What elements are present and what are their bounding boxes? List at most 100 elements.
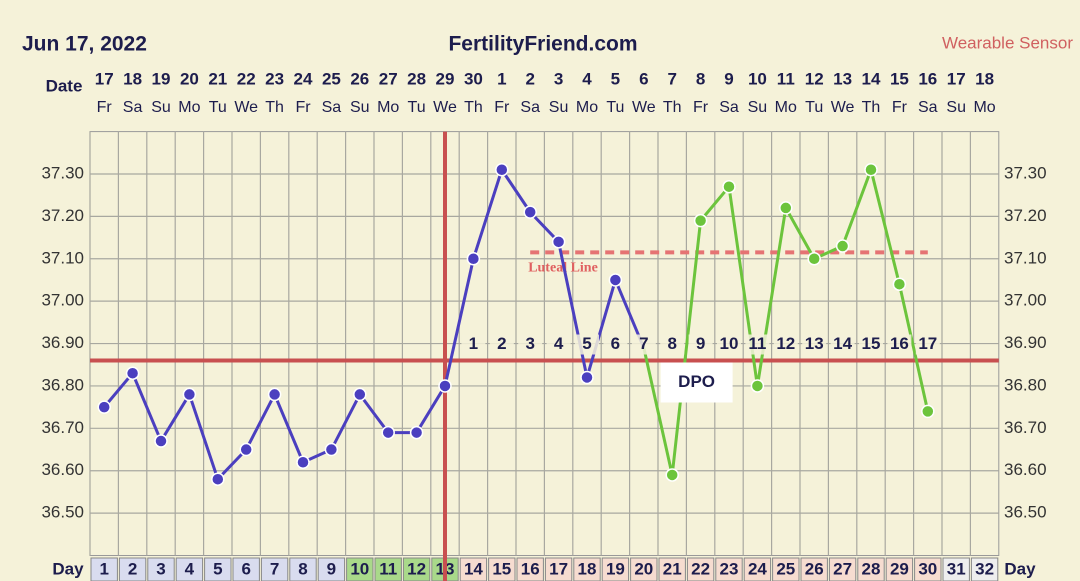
dpo-number: 1 xyxy=(469,334,478,353)
temperature-point xyxy=(125,366,140,380)
temperature-point xyxy=(523,205,537,219)
y-tick-label: 37.10 xyxy=(41,248,84,267)
weekday-label: Th xyxy=(464,99,483,116)
y-tick-label: 37.10 xyxy=(1004,248,1047,267)
weekday-label: Tu xyxy=(408,99,426,116)
day-number: 1 xyxy=(99,559,108,578)
day-cell xyxy=(90,557,118,581)
day-cell xyxy=(686,557,715,581)
day-cell xyxy=(516,557,544,581)
weekday-label: Sa xyxy=(918,99,938,116)
dpo-bg xyxy=(518,334,543,355)
day-number: 2 xyxy=(128,559,137,578)
weekday-label: We xyxy=(433,99,457,116)
day-number: 30 xyxy=(918,559,937,578)
weekday-label: Mo xyxy=(377,99,399,116)
day-number: 21 xyxy=(663,559,682,578)
day-cell xyxy=(147,557,175,581)
weekday-label: Sa xyxy=(719,99,739,116)
date-label: 24 xyxy=(294,69,313,88)
date-label: 17 xyxy=(95,69,114,88)
y-tick-label: 36.50 xyxy=(1004,503,1047,522)
temperature-point xyxy=(921,404,935,419)
date-label: 3 xyxy=(554,69,563,88)
temperature-point xyxy=(381,425,395,440)
day-cell xyxy=(772,557,800,581)
weekday-label: Su xyxy=(151,99,171,116)
weekday-label: Sa xyxy=(123,99,143,116)
day-cell xyxy=(970,557,999,581)
weekday-label: Th xyxy=(663,99,682,116)
date-label: 4 xyxy=(582,69,592,88)
dpo-number: 11 xyxy=(748,334,766,353)
weekday-label: We xyxy=(632,99,656,116)
weekday-label: Su xyxy=(350,99,370,116)
dpo-number: 3 xyxy=(525,334,534,353)
weekday-label: Tu xyxy=(606,99,624,116)
y-tick-label: 36.80 xyxy=(1004,375,1047,394)
weekday-label: Mo xyxy=(178,99,200,116)
weekday-label: We xyxy=(831,99,855,116)
day-cell xyxy=(204,557,232,581)
day-number: 18 xyxy=(578,559,597,578)
dpo-number: 2 xyxy=(497,334,506,353)
day-number: 28 xyxy=(862,559,881,578)
dpo-bg xyxy=(887,334,912,355)
day-number: 23 xyxy=(720,559,739,578)
temperature-point xyxy=(807,252,821,266)
dpo-bg xyxy=(461,334,486,355)
day-number: 24 xyxy=(748,559,767,578)
day-cell xyxy=(914,557,942,581)
day-number: 6 xyxy=(241,559,250,578)
day-cell xyxy=(317,557,346,581)
date-label: 18 xyxy=(123,69,142,88)
dpo-bg xyxy=(717,334,741,355)
weekday-label: Fr xyxy=(494,99,510,116)
weekday-label: Th xyxy=(265,99,284,116)
temperature-point xyxy=(892,277,907,291)
date-label: 10 xyxy=(748,69,767,88)
day-cell xyxy=(658,557,686,581)
dpo-bg xyxy=(915,334,940,355)
dpo-bg xyxy=(489,334,514,355)
date-label: 27 xyxy=(379,69,398,88)
date-label: 29 xyxy=(436,69,455,88)
weekday-label: Sa xyxy=(322,99,342,116)
temperature-point xyxy=(296,455,310,469)
weekday-label: Fr xyxy=(97,99,113,116)
chart-date: Jun 17, 2022 xyxy=(22,33,147,56)
temperature-point xyxy=(438,379,452,393)
day-number: 17 xyxy=(549,559,568,578)
dpo-number: 15 xyxy=(862,334,881,353)
dpo-number: 14 xyxy=(833,334,852,353)
temperature-point xyxy=(580,370,594,385)
day-cell xyxy=(289,557,317,581)
source-label: Wearable Sensor xyxy=(942,33,1073,52)
date-label: 7 xyxy=(667,69,676,88)
day-number: 7 xyxy=(270,559,279,578)
day-number: 12 xyxy=(407,559,426,578)
day-cell xyxy=(402,557,431,581)
dpo-bg xyxy=(688,334,713,355)
temperature-point xyxy=(864,163,878,177)
date-label: 25 xyxy=(322,69,341,88)
date-label: 20 xyxy=(180,69,199,88)
dpo-number: 6 xyxy=(611,334,620,353)
date-label: 9 xyxy=(724,69,733,88)
y-tick-label: 36.70 xyxy=(1004,418,1047,437)
dpo-number: 13 xyxy=(805,334,824,353)
y-tick-label: 37.00 xyxy=(41,291,84,310)
y-tick-label: 36.60 xyxy=(41,460,84,479)
date-label: 1 xyxy=(497,69,506,88)
day-number: 9 xyxy=(327,559,336,578)
day-number: 14 xyxy=(464,559,483,578)
y-tick-label: 36.60 xyxy=(1004,460,1047,479)
day-cell xyxy=(828,557,857,581)
day-cell xyxy=(942,557,970,581)
weekday-label: Tu xyxy=(209,99,227,116)
date-label: 18 xyxy=(975,69,994,88)
day-cell xyxy=(601,557,630,581)
day-cell xyxy=(743,557,772,581)
dpo-bg xyxy=(603,334,628,355)
day-row-label: Day xyxy=(1004,559,1036,578)
